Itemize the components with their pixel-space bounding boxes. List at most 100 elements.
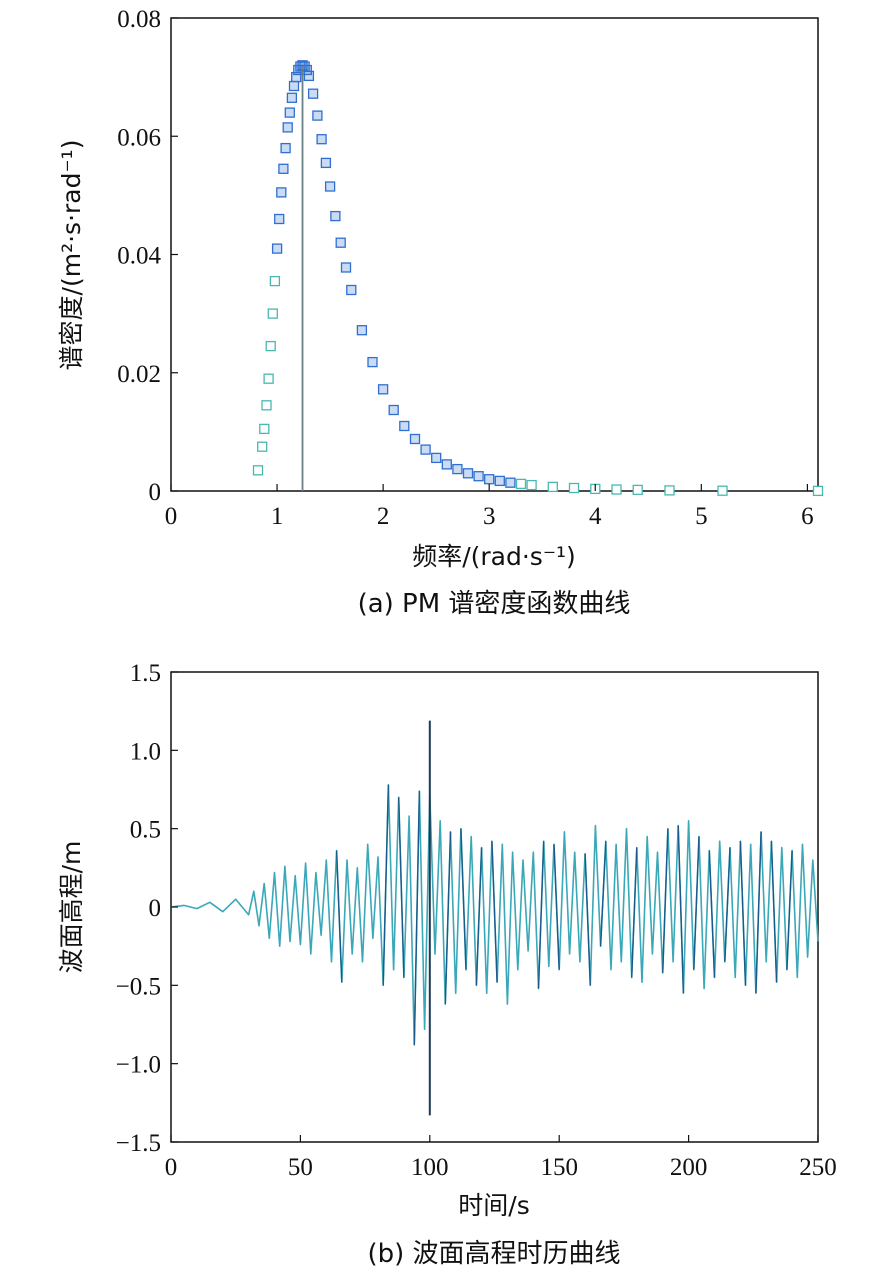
- chart-a-point: [505, 477, 516, 488]
- chart-a-point: [812, 485, 824, 497]
- chart-a-point: [291, 71, 302, 83]
- chart-b-series-segment: [755, 831, 762, 994]
- chart-a-point: [259, 423, 270, 435]
- chart-a-point: [340, 262, 352, 273]
- chart-b-y-tick-label: 1.0: [130, 738, 161, 765]
- chart-a-point: [547, 481, 558, 493]
- chart-b-y-tick-label: 0.5: [130, 817, 161, 844]
- chart-a-y-tick-label: 0: [149, 479, 162, 506]
- chart-b-series-segment: [398, 797, 405, 978]
- chart-a-point: [282, 122, 293, 133]
- chart-a-point: [420, 444, 431, 455]
- chart-b-series-segment: [770, 841, 778, 983]
- chart-a-point: [324, 181, 336, 192]
- chart-a-y-tick-label: 0.06: [117, 124, 161, 151]
- chart-b-x-ticks: 0 50 100 150 200 250: [165, 1135, 837, 1181]
- chart-b-x-tick-label: 200: [670, 1154, 708, 1181]
- chart-a-point: [515, 478, 527, 490]
- chart-a-y-axis-label: 谱密度/(m²·s·rad⁻¹): [57, 140, 86, 371]
- chart-a-point: [664, 485, 675, 496]
- chart-b-series-segment: [382, 784, 390, 986]
- chart-a-caption: (a) PM 谱密度函数曲线: [358, 589, 631, 619]
- chart-a-point: [288, 80, 300, 92]
- chart-a-point: [462, 468, 474, 479]
- chart-a-y-tick-label: 0.02: [117, 361, 161, 388]
- chart-a-point: [356, 325, 368, 336]
- chart-b-y-tick-label: −1.0: [116, 1052, 161, 1079]
- chart-b-series-segment: [786, 850, 793, 970]
- chart-b-y-tick-label: −0.5: [116, 973, 161, 1000]
- chart-a-point: [441, 459, 452, 470]
- chart-b-series-segment: [553, 844, 560, 970]
- chart-a-x-tick-label: 6: [801, 503, 814, 530]
- chart-a-point: [320, 157, 332, 169]
- chart-b-series-segment: [460, 828, 467, 970]
- chart-a-point: [307, 88, 319, 99]
- chart-a-point: [399, 420, 410, 432]
- chart-a-point: [452, 463, 463, 475]
- chart-b-x-axis-label: 时间/s: [458, 1191, 529, 1220]
- chart-a-point: [377, 384, 389, 395]
- chart-b-series-segment: [599, 841, 607, 947]
- chart-a-point: [286, 92, 298, 103]
- chart-a-point: [526, 479, 537, 491]
- chart-b-series-segment: [413, 791, 421, 1045]
- chart-b-x-tick-label: 0: [165, 1154, 178, 1181]
- chart-a-point: [271, 243, 283, 254]
- chart-b-y-axis-label: 波面高程/m: [57, 841, 86, 974]
- chart-b-series-segment: [444, 831, 452, 1005]
- chart-a-plot-frame: [170, 17, 819, 492]
- chart-a-point: [611, 484, 622, 495]
- chart-b-series-segment: [491, 841, 498, 983]
- chart-b-series-segment: [631, 847, 638, 978]
- chart-a-x-tick-label: 3: [483, 503, 496, 530]
- chart-a-point: [284, 107, 295, 118]
- chart-a-point: [473, 471, 484, 482]
- chart-a-point: [267, 308, 278, 319]
- chart-b-series-line: [170, 783, 819, 1046]
- chart-a-x-tick-label: 4: [589, 503, 602, 530]
- chart-a-point: [278, 163, 289, 174]
- chart-b-series-segment: [537, 841, 545, 989]
- chart-a-point: [330, 210, 341, 222]
- chart-a-x-ticks: 0 1 2 3 4 5 6: [165, 484, 814, 530]
- chart-b-series-segment: [677, 825, 685, 994]
- chart-a-point: [717, 485, 728, 496]
- chart-b-series: [170, 783, 819, 1046]
- chart-a-points: [252, 60, 824, 497]
- chart-b-y-tick-label: 0: [149, 895, 162, 922]
- chart-b-x-tick-label: 250: [799, 1154, 837, 1181]
- chart-a: 0 1 2 3 4 5 6 0 0.02 0.04 0.06 0.08 频率/(rad·s⁻¹) 谱…: [57, 6, 824, 619]
- chart-b-series-segment: [724, 847, 731, 962]
- chart-b-series-segment: [693, 836, 700, 970]
- chart-a-point: [346, 284, 357, 296]
- chart-a-x-tick-label: 0: [165, 503, 178, 530]
- chart-b-x-tick-label: 100: [411, 1154, 449, 1181]
- chart-b: 0 50 100 150 200 250 1.5 1.0 0.5 0 −0.5 −1.0 −1.5 时…: [57, 660, 837, 1269]
- chart-b-x-tick-label: 150: [540, 1154, 578, 1181]
- chart-b-caption: (b) 波面高程时历曲线: [367, 1239, 620, 1269]
- chart-a-point: [632, 484, 643, 496]
- chart-b-y-tick-label: 1.5: [130, 660, 161, 687]
- chart-b-x-tick-label: 50: [288, 1154, 313, 1181]
- chart-a-point: [568, 482, 580, 494]
- chart-a-point: [261, 400, 272, 411]
- chart-a-point: [409, 433, 421, 445]
- chart-a-x-tick-label: 2: [377, 503, 390, 530]
- chart-a-point: [494, 475, 505, 487]
- chart-b-series-segment: [662, 828, 669, 973]
- chart-a-y-tick-label: 0.04: [117, 243, 161, 270]
- chart-b-series-segment: [739, 841, 747, 986]
- chart-a-point: [252, 465, 264, 476]
- chart-a-point: [269, 275, 281, 287]
- chart-b-y-tick-label: −1.5: [116, 1130, 161, 1157]
- chart-a-point: [257, 441, 268, 452]
- chart-a-point: [431, 452, 442, 464]
- chart-b-series-segment: [584, 853, 591, 986]
- chart-a-point: [335, 237, 346, 248]
- chart-a-x-tick-label: 1: [271, 503, 284, 530]
- chart-a-point: [276, 187, 287, 198]
- chart-a-point: [303, 70, 315, 82]
- chart-a-point: [265, 340, 276, 352]
